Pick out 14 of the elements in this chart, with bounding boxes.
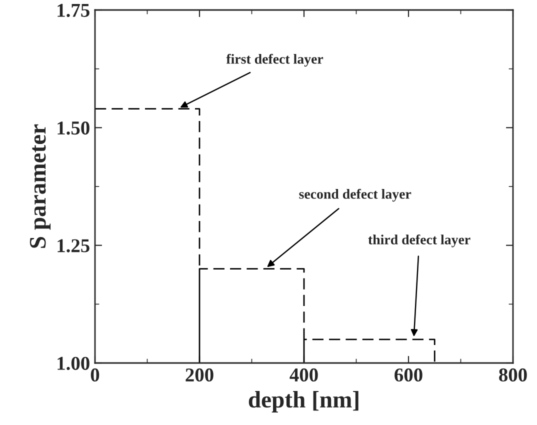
annotation: third defect layer [368, 234, 470, 248]
annotation: first defect layer [226, 54, 324, 67]
x-tick-label: 200 [186, 368, 214, 382]
annotation: second defect layer [299, 188, 412, 202]
x-tick-label: 600 [394, 368, 422, 382]
x-tick-label: 0 [90, 368, 100, 382]
y-axis-title: S parameter [30, 124, 51, 248]
x-tick-label: 800 [499, 368, 527, 382]
y-tick-label: 1.00 [58, 356, 90, 370]
x-axis-title: depth [nm] [248, 391, 358, 412]
y-tick-label: 1.75 [58, 4, 90, 18]
x-tick-label: 400 [290, 368, 318, 382]
y-tick-label: 1.50 [58, 121, 90, 135]
y-tick-label: 1.25 [58, 239, 90, 252]
